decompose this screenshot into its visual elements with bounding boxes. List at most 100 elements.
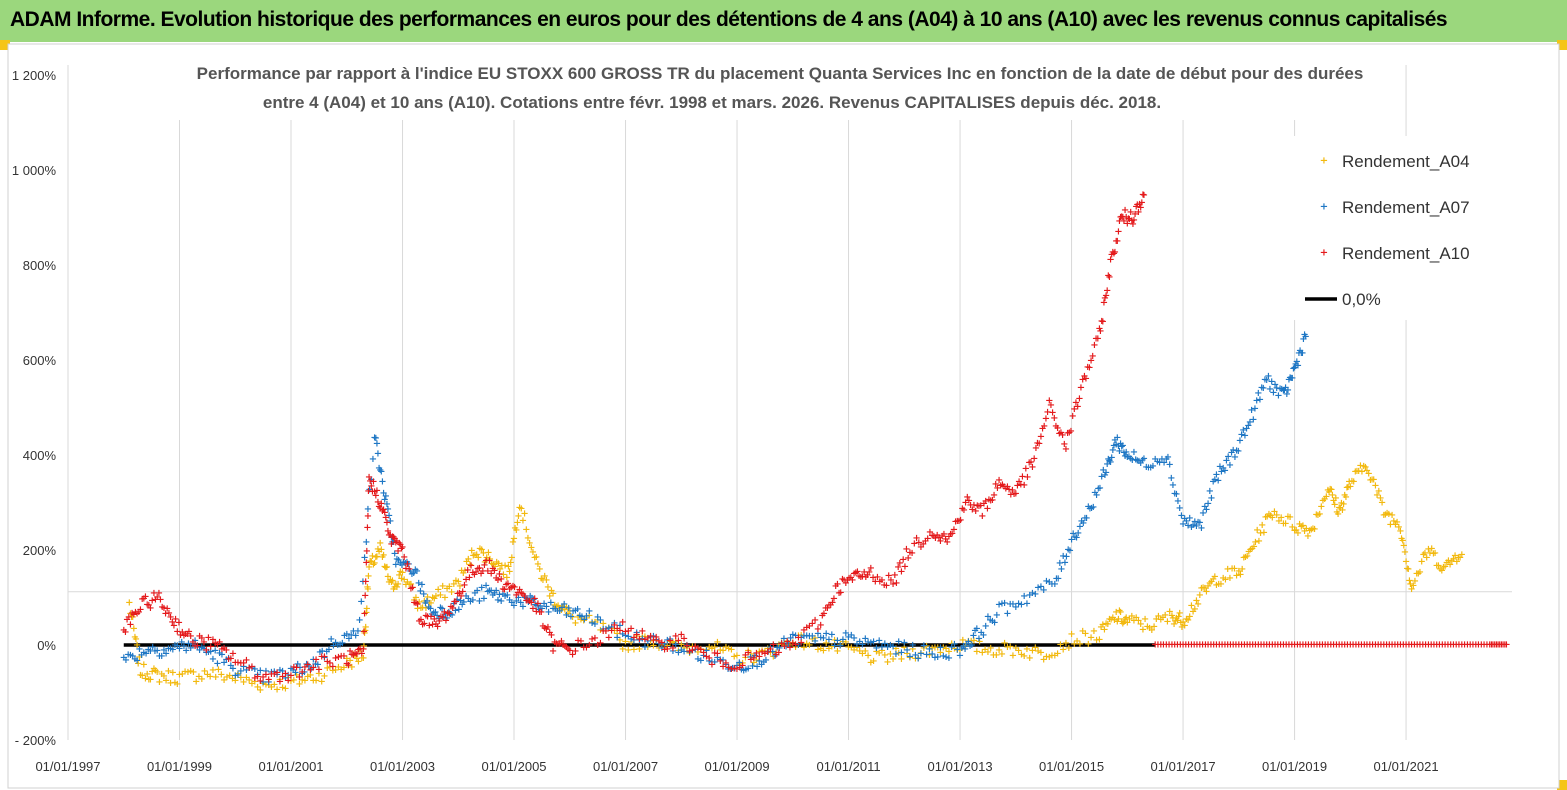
data-point: + [825, 634, 833, 645]
data-point: + [1284, 512, 1292, 523]
data-point: + [1256, 528, 1264, 539]
data-point: + [1202, 505, 1210, 516]
data-point: + [171, 614, 179, 625]
data-point: + [577, 615, 585, 626]
data-point: + [867, 637, 875, 648]
data-point: + [413, 599, 421, 610]
data-point: + [170, 620, 178, 631]
data-point: + [334, 640, 342, 651]
data-point: + [775, 643, 783, 654]
data-point: + [1456, 553, 1464, 564]
data-point: + [541, 623, 549, 634]
data-point: + [808, 634, 816, 645]
data-point: + [1084, 501, 1092, 512]
data-point: + [777, 639, 785, 650]
data-point: + [1031, 643, 1039, 654]
data-point: + [345, 634, 353, 645]
data-point: + [574, 612, 582, 623]
data-point: + [736, 663, 744, 674]
data-point: + [830, 594, 838, 605]
data-point: + [561, 605, 569, 616]
data-point: + [596, 625, 604, 636]
data-point: + [633, 630, 641, 641]
data-point: + [217, 670, 225, 681]
data-point: + [178, 637, 186, 648]
data-point: + [391, 582, 399, 593]
data-point: + [372, 433, 380, 444]
data-point: + [151, 646, 159, 657]
data-point: + [169, 668, 177, 679]
data-point: + [934, 643, 942, 654]
data-point: + [485, 556, 493, 567]
data-point: + [512, 525, 520, 536]
data-point: + [539, 621, 547, 632]
data-point: + [649, 635, 657, 646]
data-point: + [514, 511, 522, 522]
data-point: + [1278, 384, 1286, 395]
data-point: + [169, 645, 177, 656]
data-point: + [379, 550, 387, 561]
data-point: + [415, 578, 423, 589]
data-point: + [641, 634, 649, 645]
data-point: + [121, 627, 129, 638]
data-point: + [425, 620, 433, 631]
x-tick-label: 01/01/2009 [704, 759, 769, 774]
data-point: + [213, 658, 221, 669]
data-point: + [262, 679, 270, 690]
data-point: + [469, 568, 477, 579]
data-point: + [683, 640, 691, 651]
data-point: + [782, 641, 790, 652]
data-point: + [1307, 525, 1315, 536]
data-point: + [378, 552, 386, 563]
data-point: + [1017, 650, 1025, 661]
data-point: + [425, 602, 433, 613]
data-point: + [984, 647, 992, 658]
data-point: + [408, 583, 416, 594]
data-point: + [234, 669, 242, 680]
data-point: + [1402, 556, 1410, 567]
data-point: + [819, 646, 827, 657]
data-point: + [730, 664, 738, 675]
data-point: + [489, 590, 497, 601]
data-point: + [1040, 654, 1048, 665]
data-point: + [1388, 510, 1396, 521]
data-point: + [1226, 573, 1234, 584]
data-point: + [605, 623, 613, 634]
data-point: + [140, 660, 148, 671]
data-point: + [298, 668, 306, 679]
data-point: + [360, 626, 368, 637]
data-point: + [564, 609, 572, 620]
data-point: + [486, 554, 494, 565]
data-point: + [1142, 462, 1150, 473]
data-point: + [379, 505, 387, 516]
data-point: + [515, 502, 523, 513]
data-point: + [501, 560, 509, 571]
data-point: + [1114, 441, 1122, 452]
data-point: + [1023, 599, 1031, 610]
data-point: + [1067, 535, 1075, 546]
data-point: + [353, 649, 361, 660]
data-point: + [1105, 272, 1113, 283]
data-point: + [336, 640, 344, 651]
y-tick-label: - 200% [15, 733, 57, 748]
data-point: + [764, 643, 772, 654]
data-point: + [1296, 346, 1304, 357]
data-point: + [989, 650, 997, 661]
data-point: + [1300, 526, 1308, 537]
data-point: + [961, 640, 969, 651]
data-point: + [1100, 625, 1108, 636]
data-point: + [292, 670, 300, 681]
data-point: + [160, 645, 168, 656]
data-point: + [839, 634, 847, 645]
data-point: + [688, 645, 696, 656]
data-point: + [568, 612, 576, 623]
data-point: + [195, 631, 203, 642]
data-point: + [480, 594, 488, 605]
data-point: + [956, 650, 964, 661]
data-point: + [1186, 513, 1194, 524]
data-point: + [149, 642, 157, 653]
data-point: + [1138, 455, 1146, 466]
data-point: + [711, 642, 719, 653]
data-point: + [195, 672, 203, 683]
data-point: + [204, 632, 212, 643]
